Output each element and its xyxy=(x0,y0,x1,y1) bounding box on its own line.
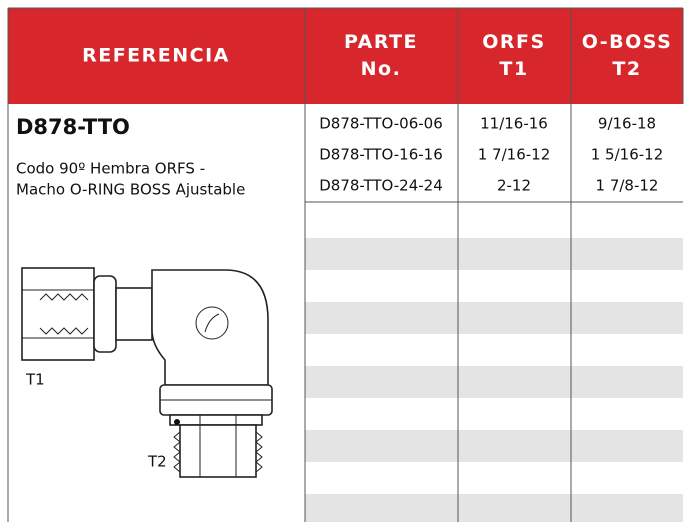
header-label: No. xyxy=(361,58,402,80)
header-label: O-BOSS xyxy=(582,31,673,53)
row-stripe xyxy=(305,302,683,334)
header-label: T2 xyxy=(612,58,641,80)
table-cell: D878-TTO-16-16 xyxy=(319,146,443,164)
header-label: T1 xyxy=(499,58,528,80)
port-label: T1 xyxy=(25,371,45,389)
header-label: PARTE xyxy=(344,31,418,53)
table-body: D878-TTO-06-06 11/16-16 9/16-18 D878-TTO-16… xyxy=(319,115,663,195)
row-stripe xyxy=(305,430,683,462)
product-code: D878-TTO xyxy=(16,115,130,139)
row-stripe xyxy=(305,494,683,522)
table-cell: 1 7/8-12 xyxy=(596,177,659,195)
table-cell: 11/16-16 xyxy=(480,115,548,133)
row-stripe xyxy=(305,238,683,270)
product-description: Macho O-RING BOSS Ajustable xyxy=(16,181,245,199)
table-cell: 2-12 xyxy=(497,177,531,195)
table-grid xyxy=(7,7,684,522)
table-cell: D878-TTO-24-24 xyxy=(319,177,443,195)
table-cell: 1 7/16-12 xyxy=(478,146,551,164)
table-cell: 9/16-18 xyxy=(598,115,656,133)
table-cell: D878-TTO-06-06 xyxy=(319,115,443,133)
product-description: Codo 90º Hembra ORFS - xyxy=(16,160,205,178)
header-label: REFERENCIA xyxy=(82,45,230,67)
header: REFERENCIA PARTE No. ORFS T1 O-BOSS T2 xyxy=(82,31,673,80)
fitting-drawing xyxy=(21,267,273,478)
row-stripe xyxy=(305,366,683,398)
header-label: ORFS xyxy=(482,31,545,53)
table-cell: 1 5/16-12 xyxy=(591,146,664,164)
table-stripes xyxy=(305,238,683,522)
port-label: T2 xyxy=(147,453,167,471)
